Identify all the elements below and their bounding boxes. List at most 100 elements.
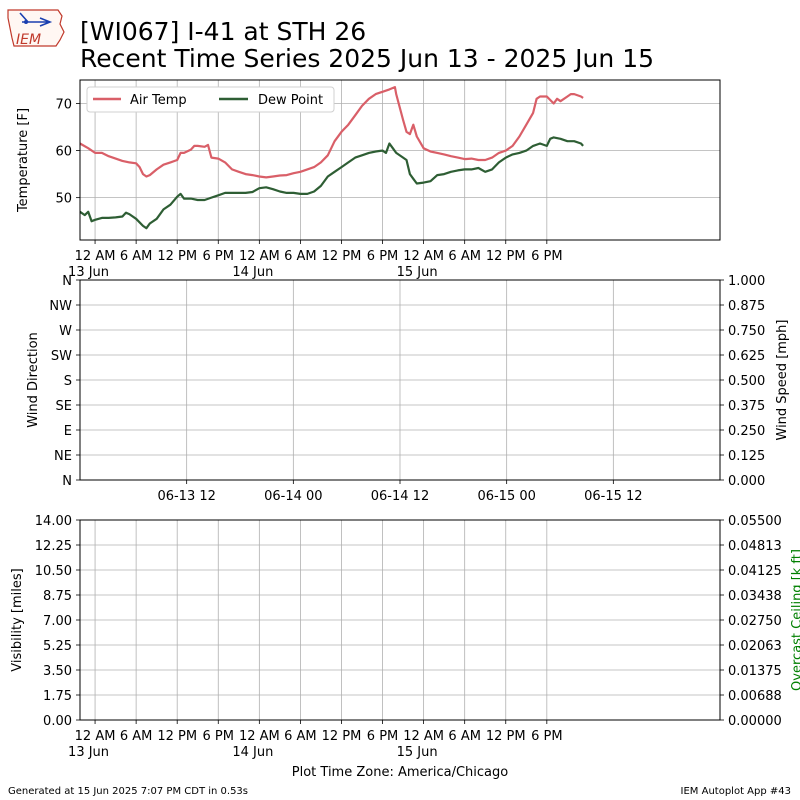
x-tick-label: 12 PM: [322, 249, 362, 264]
x-tick-label: 6 AM: [120, 249, 153, 264]
y-tick-label-direction: N: [62, 274, 72, 289]
x-tick-label: 6 PM: [367, 249, 398, 264]
y-tick-label-ceiling: 0.00000: [728, 714, 782, 729]
plot-frame: [79, 79, 721, 241]
x-tick-date-label: 15 Jun: [397, 265, 438, 280]
y-tick-label-visibility: 10.50: [35, 564, 72, 579]
y-tick-label-ceiling: 0.02063: [728, 639, 782, 654]
y-tick-label-ceiling: 0.01375: [728, 664, 782, 679]
x-tick-label: 06-15 00: [477, 489, 535, 504]
y-tick-label: 50: [55, 192, 72, 207]
x-tick-label: 12 AM: [75, 249, 116, 264]
y-tick-label-speed: 0.250: [728, 424, 765, 439]
x-tick-label: 12 AM: [403, 729, 444, 744]
x-tick-label: 6 AM: [284, 729, 317, 744]
y-tick-label-speed: 0.625: [728, 349, 765, 364]
legend: Air Temp Dew Point: [86, 86, 335, 113]
y-tick-label-ceiling: 0.05500: [728, 514, 782, 529]
y-tick-label-direction: W: [59, 324, 72, 339]
y-tick-label-ceiling: 0.00688: [728, 689, 782, 704]
x-tick-label: 12 AM: [75, 729, 116, 744]
y-tick-label-visibility: 0.00: [43, 714, 72, 729]
x-tick-label: 06-14 00: [264, 489, 322, 504]
y-axis-label-wind-direction: Wind Direction: [26, 332, 41, 428]
dew-point-line: [79, 136, 584, 230]
x-tick-label: 6 PM: [203, 249, 234, 264]
x-tick-label: 12 PM: [157, 249, 197, 264]
x-tick-label: 12 AM: [239, 729, 280, 744]
x-tick-label: 6 PM: [203, 729, 234, 744]
x-tick-label: 6 AM: [448, 249, 481, 264]
y-tick-label-ceiling: 0.04125: [728, 564, 782, 579]
y-tick-label-speed: 0.750: [728, 324, 765, 339]
y-tick-label-visibility: 14.00: [35, 514, 72, 529]
y-axis-label-ceiling: Overcast Ceiling [k ft]: [790, 549, 800, 691]
x-tick-label: 6 AM: [284, 249, 317, 264]
y-tick-label-visibility: 7.00: [43, 614, 72, 629]
x-tick-label: 06-15 12: [584, 489, 642, 504]
y-tick-label-direction: N: [62, 474, 72, 489]
x-axis-label: Plot Time Zone: America/Chicago: [292, 765, 508, 780]
y-tick-label: 70: [55, 98, 72, 113]
x-tick-label: 06-13 12: [157, 489, 215, 504]
y-tick-label-direction: NE: [54, 449, 72, 464]
y-tick-label: 60: [55, 145, 72, 160]
y-axis-label-wind-speed: Wind Speed [mph]: [775, 320, 790, 441]
x-tick-date-label: 14 Jun: [232, 265, 273, 280]
y-tick-label-speed: 0.125: [728, 449, 765, 464]
footer-app: IEM Autoplot App #43: [681, 786, 791, 797]
x-tick-label: 6 AM: [448, 729, 481, 744]
y-tick-label-speed: 0.375: [728, 399, 765, 414]
wind-panel: 06-13 12 06-14 00 06-14 12 06-15 00 06-15 12…: [26, 274, 790, 504]
y-tick-label-visibility: 3.50: [43, 664, 72, 679]
y-tick-label-ceiling: 0.02750: [728, 614, 782, 629]
y-tick-label-visibility: 1.75: [43, 689, 72, 704]
y-tick-label-direction: SE: [56, 399, 72, 414]
x-tick-date-label: 14 Jun: [232, 745, 273, 760]
x-tick-label: 12 PM: [486, 729, 526, 744]
iem-logo: IEM: [7, 9, 65, 48]
x-tick-label: 12 PM: [157, 729, 197, 744]
x-tick-label: 6 PM: [367, 729, 398, 744]
chart-title-line2: Recent Time Series 2025 Jun 13 - 2025 Ju…: [80, 44, 654, 73]
x-tick-label: 06-14 12: [371, 489, 429, 504]
legend-label-dew-point: Dew Point: [258, 93, 323, 108]
chart-title-line1: [WI067] I-41 at STH 26: [80, 17, 366, 46]
x-tick-label: 12 AM: [239, 249, 280, 264]
iowa-state-outline: [7, 9, 65, 47]
x-tick-label: 6 PM: [531, 729, 562, 744]
y-axis-label-visibility: Visibility [miles]: [10, 568, 25, 671]
x-tick-date-label: 13 Jun: [68, 265, 109, 280]
y-tick-label-visibility: 5.25: [43, 639, 72, 654]
y-tick-label-direction: E: [64, 424, 72, 439]
y-tick-label-visibility: 8.75: [43, 589, 72, 604]
air-temp-line: [79, 86, 584, 179]
y-tick-label-visibility: 12.25: [35, 539, 72, 554]
footer-generated: Generated at 15 Jun 2025 7:07 PM CDT in …: [8, 786, 248, 797]
y-tick-label-ceiling: 0.03438: [728, 589, 782, 604]
x-tick-label: 6 PM: [531, 249, 562, 264]
legend-label-air-temp: Air Temp: [130, 93, 187, 108]
logo-text: IEM: [16, 32, 41, 48]
y-tick-label-speed: 0.875: [728, 299, 765, 314]
x-tick-date-label: 13 Jun: [68, 745, 109, 760]
x-tick-label: 12 PM: [322, 729, 362, 744]
legend-box: [86, 86, 335, 113]
x-tick-date-label: 15 Jun: [397, 745, 438, 760]
x-tick-label: 6 AM: [120, 729, 153, 744]
y-tick-label-direction: S: [64, 374, 72, 389]
y-tick-label-speed: 1.000: [728, 274, 765, 289]
plot-frame: [79, 279, 721, 481]
plot-frame: [79, 519, 721, 721]
y-tick-label-ceiling: 0.04813: [728, 539, 782, 554]
y-axis-label: Temperature [F]: [16, 108, 31, 213]
x-tick-label: 12 PM: [486, 249, 526, 264]
y-tick-label-speed: 0.000: [728, 474, 765, 489]
y-tick-label-direction: NW: [49, 299, 72, 314]
y-tick-label-speed: 0.500: [728, 374, 765, 389]
y-tick-label-direction: SW: [51, 349, 72, 364]
x-tick-label: 12 AM: [403, 249, 444, 264]
